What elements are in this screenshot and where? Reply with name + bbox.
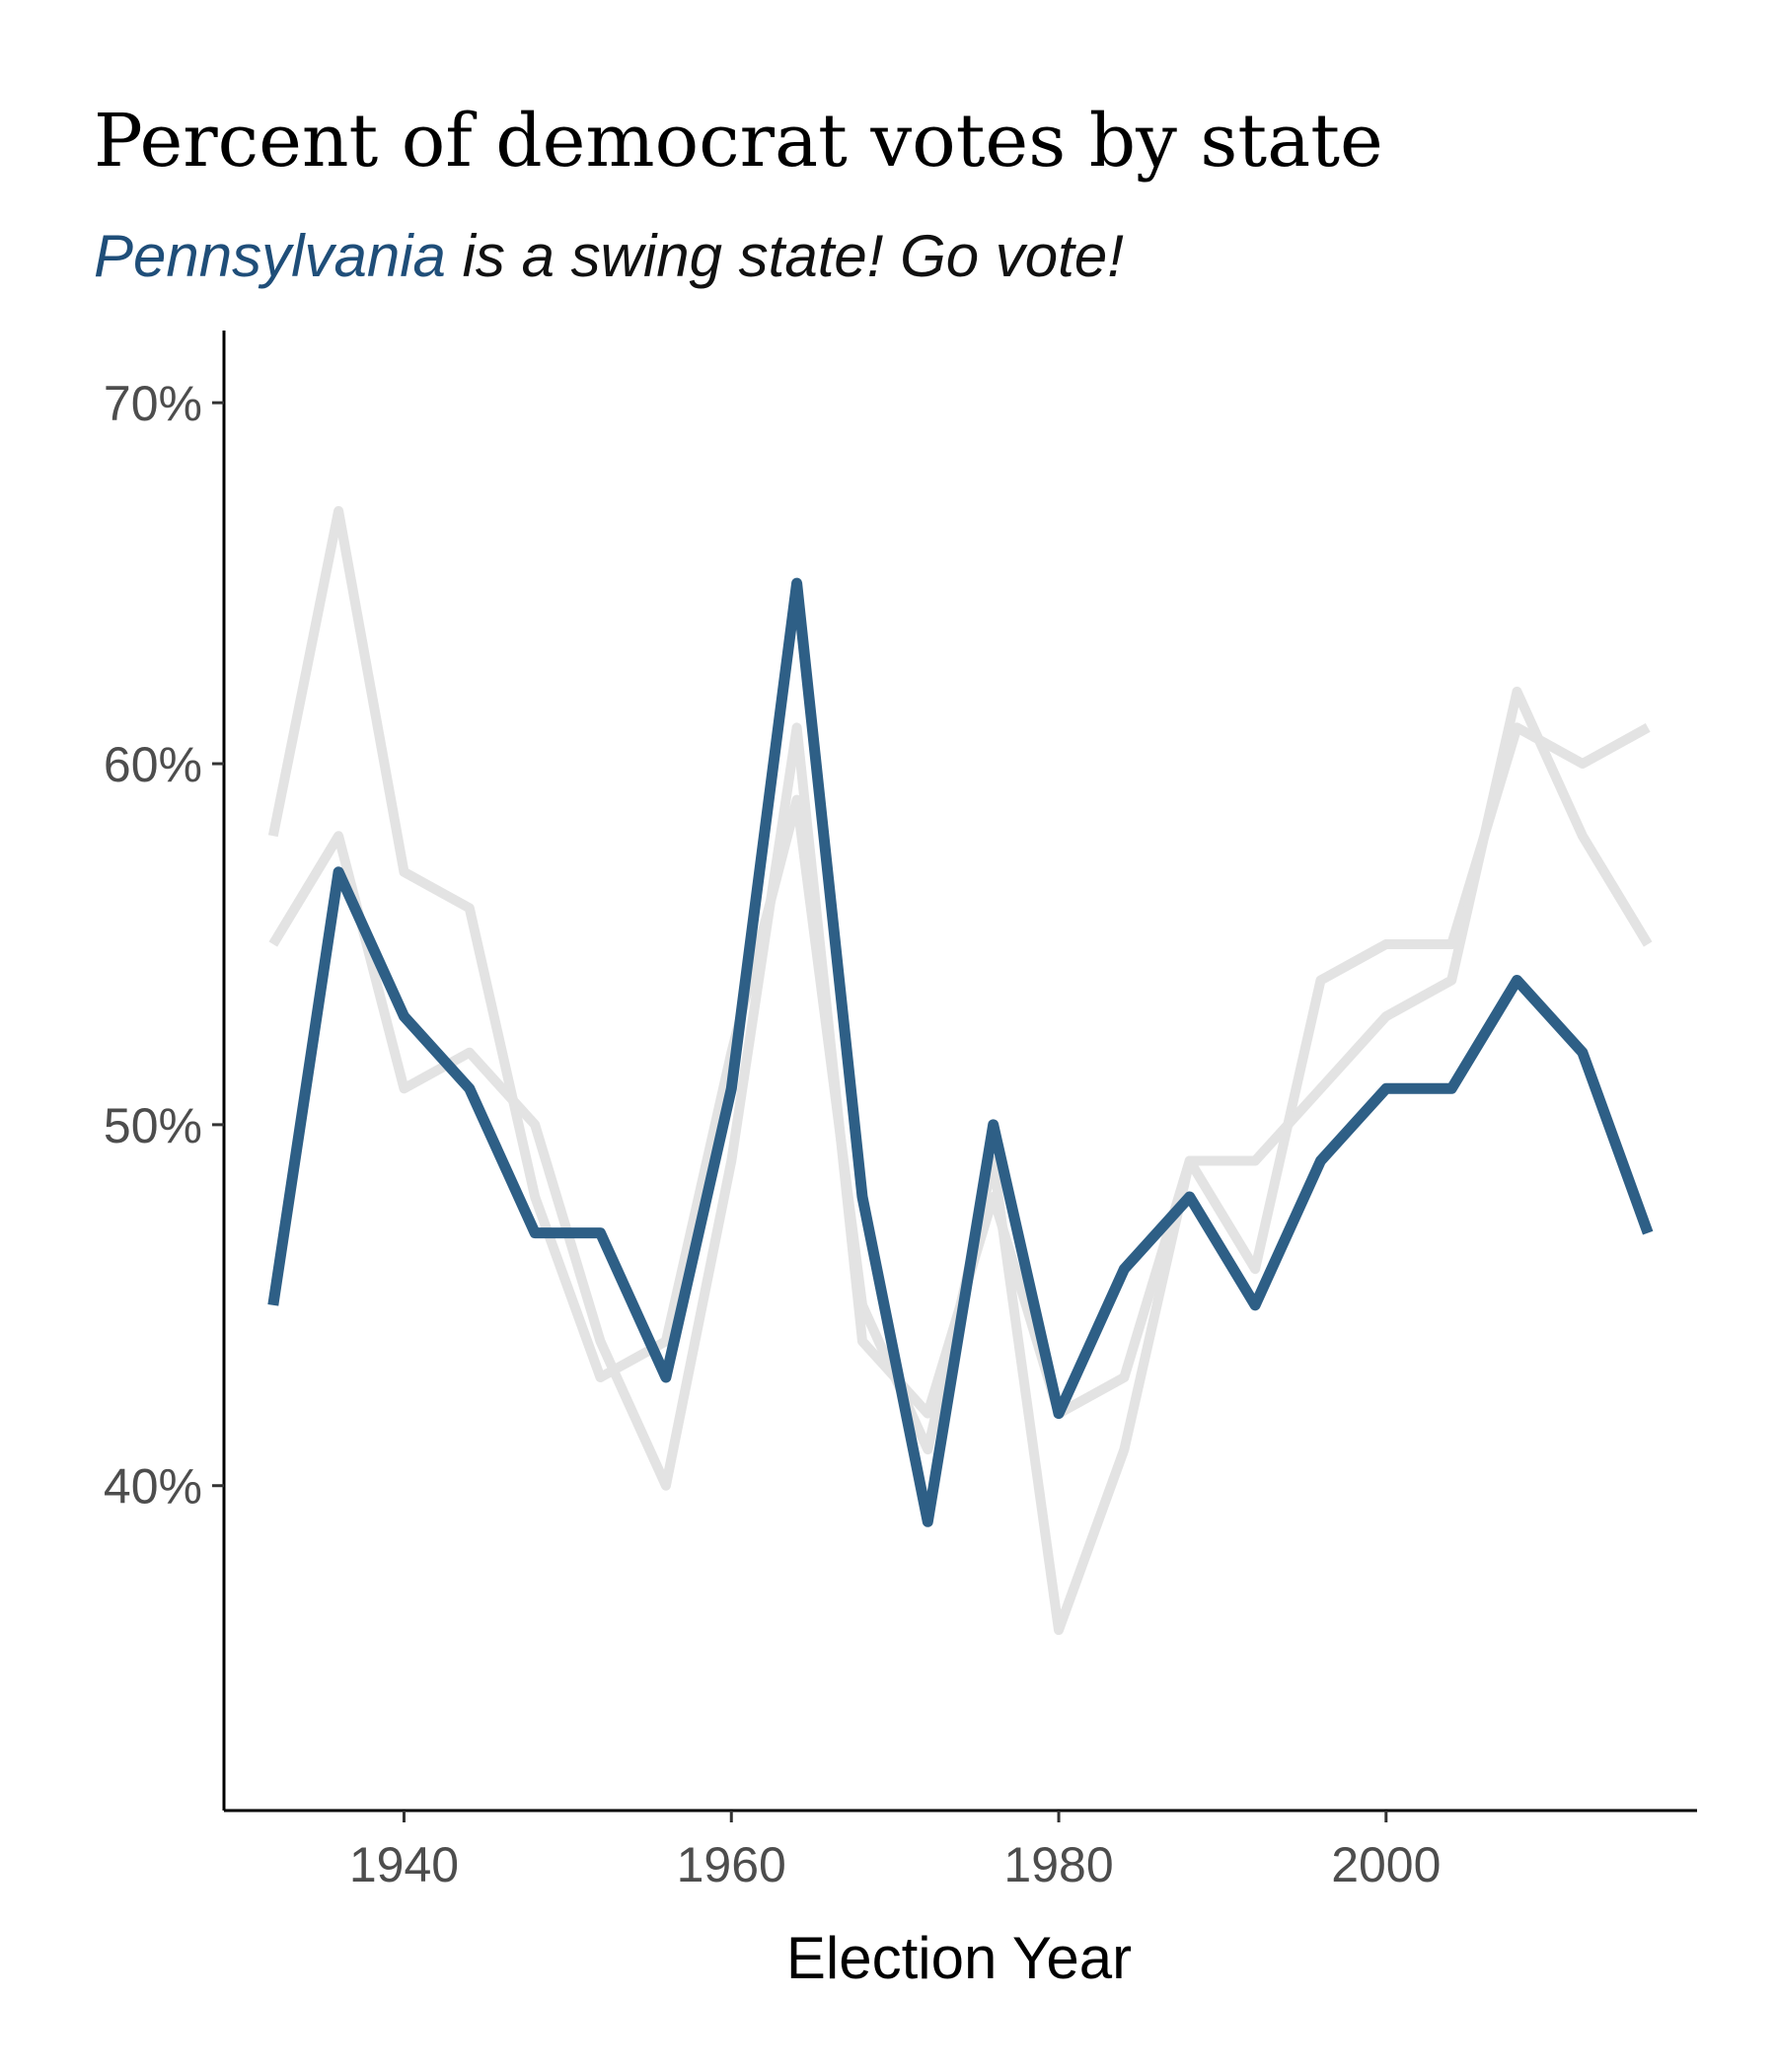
y-tick-label-50: 50%: [104, 1098, 202, 1153]
chart-subtitle: Pennsylvania is a swing state! Go vote!: [94, 222, 1124, 290]
x-axis-title: Election Year: [786, 1925, 1132, 1991]
y-tick-label-60: 60%: [104, 737, 202, 792]
background-series-group: [267, 505, 1653, 1636]
x-tick-label-1960: 1960: [677, 1837, 786, 1892]
subtitle-highlight-state: Pennsylvania: [94, 223, 446, 289]
chart-title: Percent of democrat votes by state: [94, 99, 1383, 184]
x-tick-label-1980: 1980: [1003, 1837, 1113, 1892]
x-tick-label-1940: 1940: [349, 1837, 459, 1892]
highlight-series-line: [267, 577, 1654, 1527]
axes: 1940 1960 1980 2000 40% 50% 60% 70%: [104, 331, 1697, 1892]
subtitle-rest: is a swing state! Go vote!: [445, 223, 1124, 289]
x-tick-label-2000: 2000: [1331, 1837, 1441, 1892]
y-tick-label-40: 40%: [104, 1459, 202, 1515]
highlight-series-group: [267, 577, 1654, 1527]
y-tick-label-70: 70%: [104, 376, 202, 431]
